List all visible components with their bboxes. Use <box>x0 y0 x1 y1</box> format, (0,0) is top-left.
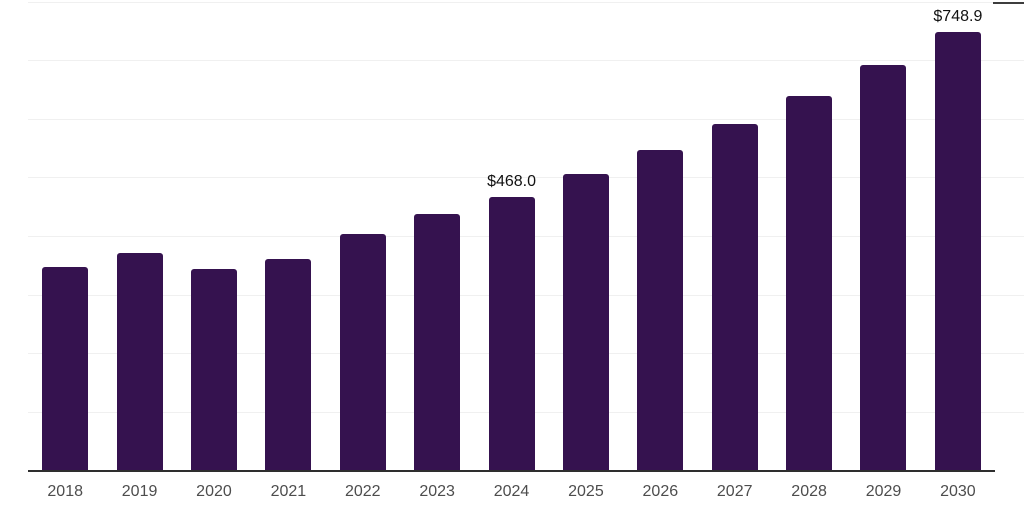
bar-group-2022 <box>326 2 400 471</box>
x-tick-label-2027: 2027 <box>716 483 753 500</box>
bar-2023 <box>414 214 461 471</box>
bar-group-2029 <box>846 2 920 471</box>
bar-2020 <box>190 268 237 471</box>
bar-group-2030: $748.9 <box>921 2 995 471</box>
gridline-500 <box>28 177 1024 179</box>
gridline-800 <box>28 1 1024 3</box>
x-tick-label-2019: 2019 <box>121 483 158 500</box>
bar-group-2024: $468.0 <box>474 2 548 471</box>
x-tick-label-2024: 2024 <box>493 483 530 500</box>
bar-2024 <box>488 196 535 471</box>
x-axis-line <box>28 470 995 472</box>
bar-2026 <box>637 150 684 471</box>
bar-2030 <box>934 32 981 471</box>
bar-group-2025 <box>549 2 623 471</box>
x-tick-label-2026: 2026 <box>642 483 679 500</box>
bar-group-2018 <box>28 2 102 471</box>
x-tick-label-2018: 2018 <box>47 483 83 500</box>
bar-2025 <box>562 174 609 471</box>
x-tick-label-2029: 2029 <box>865 483 902 500</box>
x-tick-label-2030: 2030 <box>940 483 976 500</box>
bar-2019 <box>116 252 163 471</box>
bar-2029 <box>860 64 907 471</box>
bar-group-2028 <box>772 2 846 471</box>
bar-2018 <box>42 267 89 471</box>
bars-layer: $468.0 $748.9 <box>28 2 995 471</box>
x-tick-label-2021: 2021 <box>270 483 307 500</box>
gridline-700 <box>28 60 1024 62</box>
x-axis-labels: 2018 2019 2020 2021 2022 2023 2024 2025 2026 2027… <box>28 482 995 502</box>
x-tick-label-2022: 2022 <box>344 483 381 500</box>
bar-group-2023 <box>400 2 474 471</box>
bar-group-2026 <box>623 2 697 471</box>
data-label-2024: $468.0 <box>487 172 536 190</box>
bar-group-2027 <box>698 2 772 471</box>
top-right-rule <box>993 2 1024 4</box>
bar-2022 <box>339 234 386 471</box>
bar-2021 <box>265 258 312 471</box>
bar-group-2019 <box>102 2 176 471</box>
bar-group-2021 <box>251 2 325 471</box>
plot-area: $468.0 $748.9 <box>28 1 1024 472</box>
gridline-600 <box>28 118 1024 120</box>
x-tick-label-2023: 2023 <box>419 483 455 500</box>
bar-2027 <box>711 123 758 471</box>
bar-group-2020 <box>177 2 251 471</box>
bar-2028 <box>786 95 833 471</box>
x-tick-label-2020: 2020 <box>196 483 232 500</box>
x-tick-label-2028: 2028 <box>791 483 827 500</box>
x-tick-label-2025: 2025 <box>568 483 604 500</box>
data-label-2030: $748.9 <box>933 8 983 25</box>
